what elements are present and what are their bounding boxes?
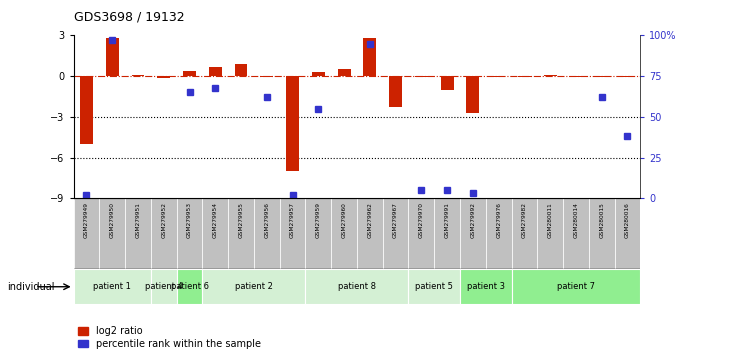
Bar (202, 198, 228, 269)
Text: patient 7: patient 7 (557, 282, 595, 291)
Bar (202, 269, 305, 304)
Text: GSM279982: GSM279982 (522, 202, 527, 238)
Bar (305, 269, 408, 304)
Bar (74, 269, 151, 304)
Text: GDS3698 / 19132: GDS3698 / 19132 (74, 11, 184, 24)
Text: individual: individual (7, 282, 55, 292)
Bar (125, 198, 151, 269)
Bar (408, 269, 460, 304)
Bar (415, 76, 428, 77)
Text: GSM279950: GSM279950 (110, 202, 115, 238)
Bar (563, 198, 589, 269)
Bar (338, 69, 350, 76)
Text: GSM279949: GSM279949 (84, 202, 89, 238)
Bar (151, 198, 177, 269)
Bar (235, 64, 247, 76)
Bar (441, 76, 453, 90)
Text: patient 2: patient 2 (235, 282, 273, 291)
Bar (544, 75, 556, 76)
Bar (254, 198, 280, 269)
Text: GSM279957: GSM279957 (290, 202, 295, 238)
Bar (261, 76, 273, 77)
Bar (312, 72, 325, 76)
Text: patient 4: patient 4 (145, 282, 183, 291)
Bar (74, 198, 99, 269)
Bar (132, 75, 144, 76)
Text: GSM279951: GSM279951 (135, 202, 141, 238)
Legend: log2 ratio, percentile rank within the sample: log2 ratio, percentile rank within the s… (79, 326, 261, 349)
Bar (286, 76, 299, 171)
Text: GSM279960: GSM279960 (342, 202, 347, 238)
Text: patient 8: patient 8 (338, 282, 376, 291)
Text: GSM279970: GSM279970 (419, 202, 424, 238)
Text: GSM279991: GSM279991 (445, 202, 450, 238)
Text: GSM280011: GSM280011 (548, 202, 553, 238)
Text: GSM279959: GSM279959 (316, 202, 321, 238)
Bar (183, 71, 196, 76)
Text: GSM279976: GSM279976 (496, 202, 501, 238)
Bar (434, 198, 460, 269)
Bar (357, 198, 383, 269)
Bar (570, 76, 582, 78)
Text: patient 5: patient 5 (415, 282, 453, 291)
Bar (589, 198, 615, 269)
Bar (99, 198, 125, 269)
Text: GSM279952: GSM279952 (161, 202, 166, 238)
Text: patient 1: patient 1 (93, 282, 131, 291)
Bar (595, 76, 608, 77)
Text: GSM279992: GSM279992 (470, 202, 475, 238)
Text: GSM279956: GSM279956 (264, 202, 269, 238)
Bar (460, 269, 512, 304)
Bar (518, 76, 531, 77)
Text: GSM280015: GSM280015 (599, 202, 604, 238)
Bar (106, 38, 118, 76)
Bar (492, 76, 505, 77)
Bar (615, 198, 640, 269)
Bar (408, 198, 434, 269)
Text: patient 3: patient 3 (467, 282, 505, 291)
Text: GSM280014: GSM280014 (573, 202, 578, 238)
Bar (331, 198, 357, 269)
Bar (389, 76, 402, 107)
Bar (80, 76, 93, 144)
Bar (512, 198, 537, 269)
Bar (305, 198, 331, 269)
Text: GSM279962: GSM279962 (367, 202, 372, 238)
Text: patient 6: patient 6 (171, 282, 208, 291)
Bar (467, 76, 479, 113)
Text: GSM279954: GSM279954 (213, 202, 218, 238)
Bar (512, 269, 640, 304)
Bar (280, 198, 305, 269)
Text: GSM279955: GSM279955 (238, 202, 244, 238)
Bar (486, 198, 512, 269)
Bar (209, 67, 222, 76)
Bar (158, 76, 170, 78)
Bar (177, 198, 202, 269)
Text: GSM279967: GSM279967 (393, 202, 398, 238)
Bar (177, 269, 202, 304)
Text: GSM279953: GSM279953 (187, 202, 192, 238)
Bar (537, 198, 563, 269)
Bar (460, 198, 486, 269)
Bar (621, 76, 634, 78)
Text: GSM280016: GSM280016 (625, 202, 630, 238)
Bar (151, 269, 177, 304)
Bar (228, 198, 254, 269)
Bar (364, 38, 376, 76)
Bar (383, 198, 408, 269)
